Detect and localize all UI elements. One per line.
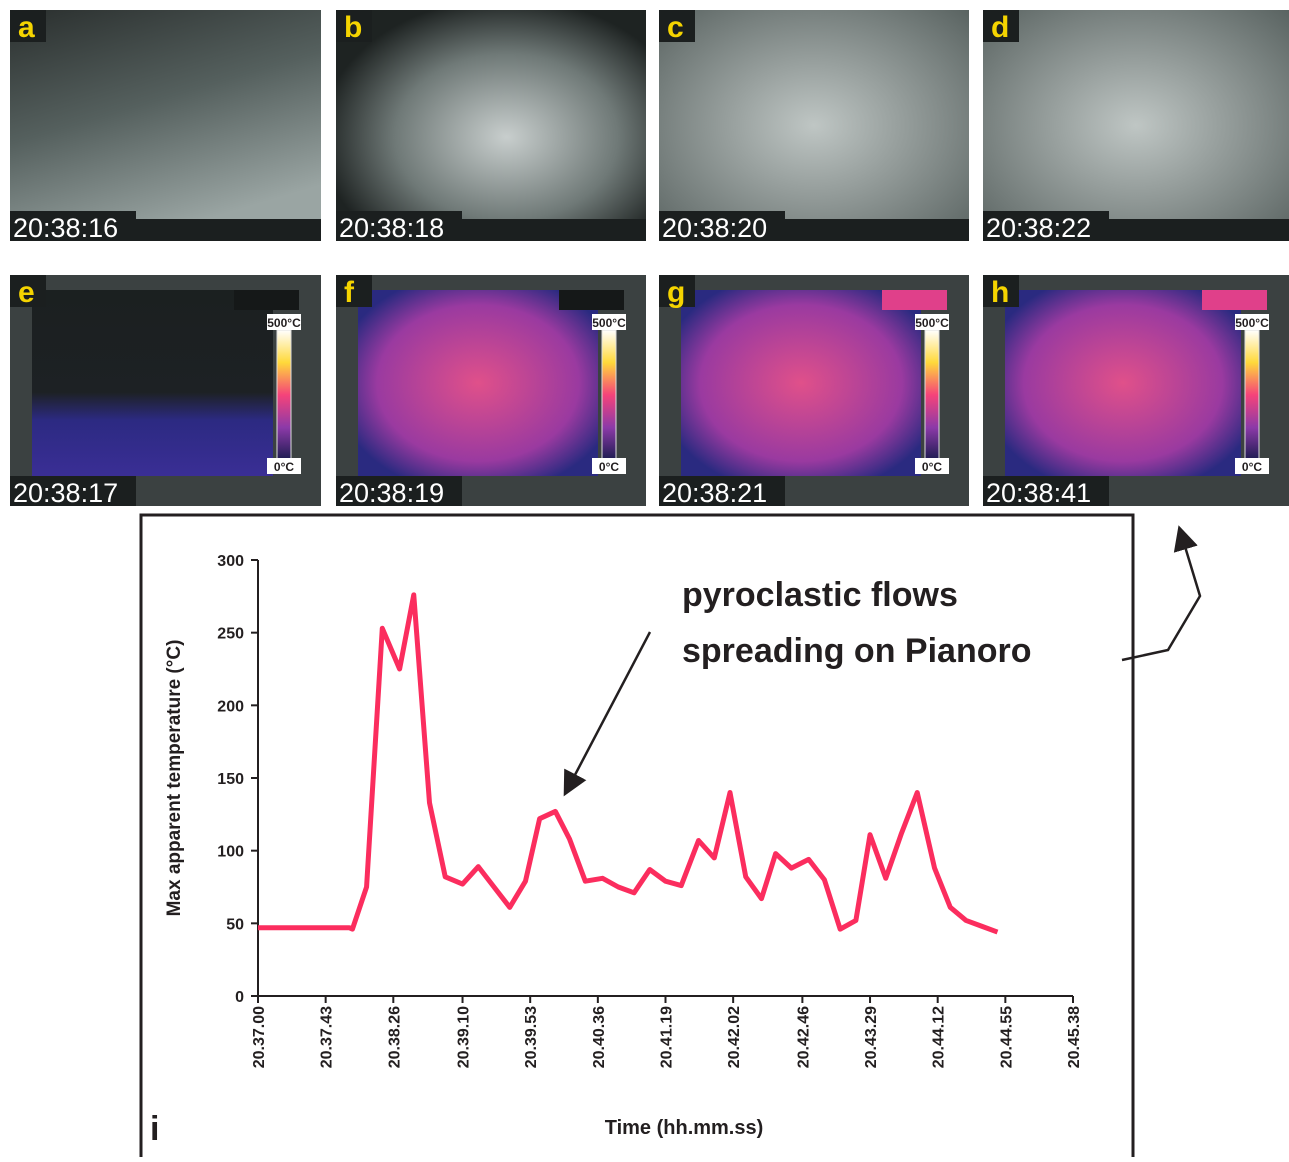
colorbar-min: 0°C bbox=[1242, 460, 1262, 474]
panel: d 20:38:22 bbox=[983, 10, 1289, 243]
colorbar bbox=[925, 330, 939, 460]
colorbar bbox=[277, 330, 291, 460]
panel-tag bbox=[1202, 290, 1267, 310]
panel-image bbox=[10, 10, 321, 241]
panel: a 20:38:16 bbox=[10, 10, 321, 243]
panel-time: 20:38:21 bbox=[662, 478, 767, 508]
panel-time: 20:38:41 bbox=[986, 478, 1091, 508]
panel: 500°C 0°C f 20:38:19 bbox=[336, 275, 646, 508]
x-tick-label: 20.41.19 bbox=[659, 1006, 676, 1068]
colorbar-max: 500°C bbox=[915, 316, 949, 330]
label-bg bbox=[336, 275, 372, 307]
panel-time: 20:38:22 bbox=[986, 213, 1091, 243]
panel-label: i bbox=[150, 1110, 159, 1148]
panel-image bbox=[32, 290, 273, 476]
chart-frame bbox=[141, 515, 1133, 1157]
panel-image bbox=[659, 10, 969, 241]
x-tick-label: 20.44.12 bbox=[931, 1006, 948, 1068]
y-tick-label: 0 bbox=[235, 989, 244, 1006]
panel-label: h bbox=[991, 276, 1009, 309]
panel-label: a bbox=[18, 11, 35, 44]
colorbar-max: 500°C bbox=[592, 316, 626, 330]
panel-tag bbox=[882, 290, 947, 310]
panel-image bbox=[336, 10, 646, 241]
panel-tag bbox=[559, 290, 624, 310]
colorbar-min: 0°C bbox=[599, 460, 619, 474]
colorbar bbox=[1245, 330, 1259, 460]
x-tick-label: 20.42.46 bbox=[795, 1006, 812, 1068]
figure: a20:38:16b20:38:18c20:38:20d20:38:22500°… bbox=[0, 0, 1289, 1157]
y-tick-label: 100 bbox=[217, 844, 244, 861]
panel: 500°C 0°C h 20:38:41 bbox=[983, 275, 1289, 508]
panel-label: e bbox=[18, 276, 35, 309]
colorbar-max: 500°C bbox=[1235, 316, 1269, 330]
x-tick-label: 20.44.55 bbox=[998, 1006, 1015, 1068]
colorbar-min: 0°C bbox=[922, 460, 942, 474]
x-tick-label: 20.38.26 bbox=[386, 1006, 403, 1068]
y-tick-label: 50 bbox=[226, 916, 244, 933]
panel-time: 20:38:16 bbox=[13, 213, 118, 243]
y-tick-label: 300 bbox=[217, 553, 244, 570]
annotation: spreading on Pianoro bbox=[682, 632, 1031, 670]
panel-image bbox=[681, 290, 921, 476]
x-tick-label: 20.39.53 bbox=[523, 1006, 540, 1068]
panel-time: 20:38:18 bbox=[339, 213, 444, 243]
colorbar-max: 500°C bbox=[267, 316, 301, 330]
chart: 0 50 100 150 200 250 300 20.37.00 20.37.43 20.38.… bbox=[150, 553, 1083, 1148]
x-tick-label: 20.43.29 bbox=[863, 1006, 880, 1068]
y-tick-label: 200 bbox=[217, 698, 244, 715]
annotation-arrow bbox=[566, 632, 650, 792]
panel-label: g bbox=[667, 276, 685, 309]
image-panels: a 20:38:16 b 20:38:18 c 20:38:20 d 20:38:22 500°… bbox=[10, 10, 1289, 508]
panel: 500°C 0°C e 20:38:17 bbox=[10, 275, 321, 508]
x-axis-label: Time (hh.mm.ss) bbox=[605, 1117, 764, 1139]
panel: 500°C 0°C g 20:38:21 bbox=[659, 275, 969, 508]
panel-label: c bbox=[667, 11, 684, 44]
colorbar-min: 0°C bbox=[274, 460, 294, 474]
panel-image bbox=[983, 10, 1289, 241]
panel-time: 20:38:19 bbox=[339, 478, 444, 508]
x-tick-label: 20.37.00 bbox=[251, 1006, 268, 1068]
x-tick-label: 20.45.38 bbox=[1066, 1006, 1083, 1068]
x-tick-label: 20.39.10 bbox=[456, 1006, 473, 1068]
panel-tag bbox=[234, 290, 299, 310]
panel: b 20:38:18 bbox=[336, 10, 646, 243]
colorbar bbox=[602, 330, 616, 460]
y-axis-label: Max apparent temperature (°C) bbox=[164, 640, 185, 917]
panel-label: d bbox=[991, 11, 1009, 44]
panel-image bbox=[1005, 290, 1241, 476]
panel-time: 20:38:20 bbox=[662, 213, 767, 243]
x-tick-label: 20.37.43 bbox=[319, 1006, 336, 1068]
annotation: pyroclastic flows bbox=[682, 576, 958, 614]
y-tick-label: 250 bbox=[217, 626, 244, 643]
panel-label: f bbox=[344, 276, 355, 309]
panel: c 20:38:20 bbox=[659, 10, 969, 243]
panel-image bbox=[358, 290, 598, 476]
x-tick-label: 20.40.36 bbox=[591, 1006, 608, 1068]
panel-label: b bbox=[344, 11, 362, 44]
x-tick-label: 20.42.02 bbox=[726, 1006, 743, 1068]
y-tick-label: 150 bbox=[217, 771, 244, 788]
panel-time: 20:38:17 bbox=[13, 478, 118, 508]
